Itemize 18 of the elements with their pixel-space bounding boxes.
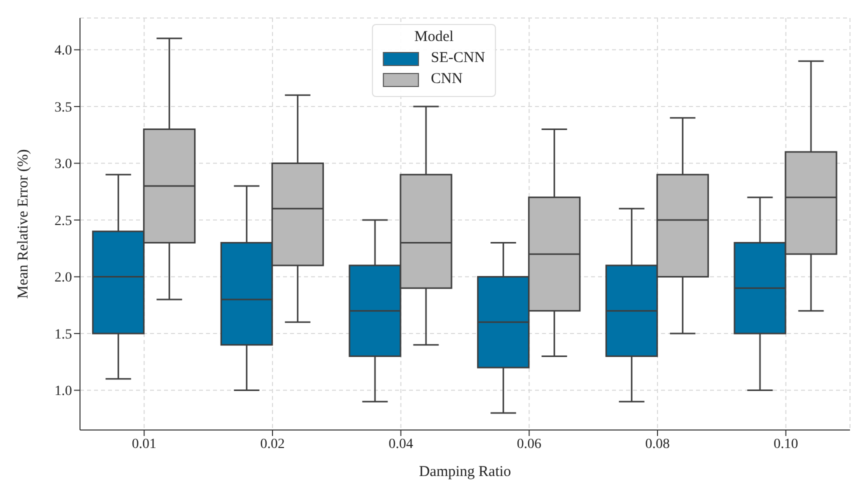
y-tick-label: 3.0 xyxy=(54,157,72,172)
legend-title: Model xyxy=(413,29,455,46)
y-tick-label: 2.5 xyxy=(54,214,72,229)
x-axis-title: Damping Ratio xyxy=(418,464,512,480)
y-tick-label: 2.0 xyxy=(54,270,72,286)
x-tick-label: 0.10 xyxy=(774,436,798,452)
x-tick-label: 0.08 xyxy=(645,436,670,452)
legend-label: CNN xyxy=(430,71,463,88)
y-axis-title: Mean Relative Error (%) xyxy=(15,149,32,299)
x-tick-label: 0.04 xyxy=(388,436,414,452)
y-tick-label: 1.5 xyxy=(54,327,72,342)
legend-label: SE-CNN xyxy=(430,50,486,67)
y-tick-label: 4.0 xyxy=(54,44,72,59)
x-tick-label: 0.01 xyxy=(132,436,156,452)
y-tick-label: 3.5 xyxy=(54,100,72,116)
y-tick-label: 1.0 xyxy=(54,384,72,400)
x-tick-label: 0.02 xyxy=(260,436,285,452)
x-tick-label: 0.06 xyxy=(516,436,542,452)
